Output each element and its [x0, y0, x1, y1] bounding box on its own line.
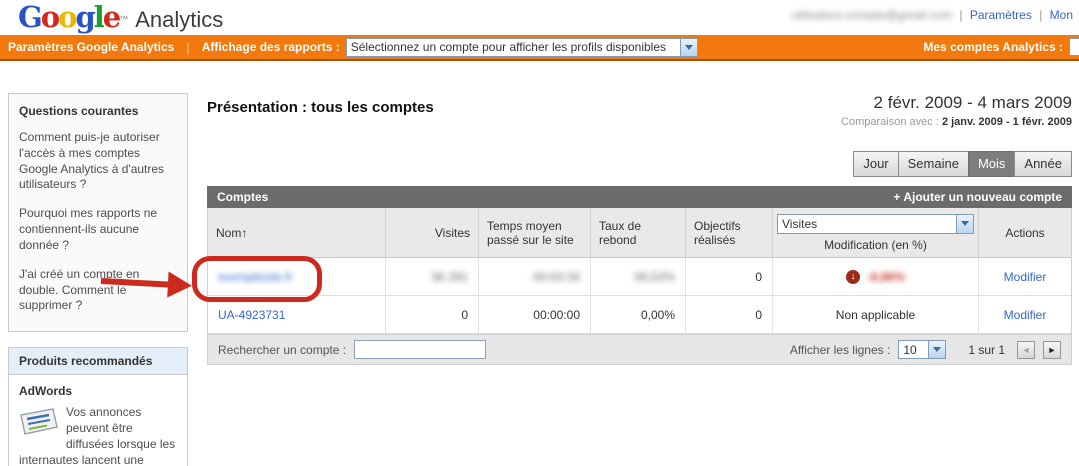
table-title-bar: Comptes + Ajouter un nouveau compte	[207, 186, 1072, 208]
period-toggle: Jour Semaine Mois Année	[207, 151, 1072, 177]
user-email-redacted: utilisateur.compte@gmail.com	[791, 8, 952, 22]
period-button-semaine[interactable]: Semaine	[897, 151, 969, 177]
recommended-products-box: Produits recommandés AdWords Vos annonce…	[8, 347, 188, 466]
column-header-avg-time[interactable]: Temps moyen passé sur le site	[479, 208, 591, 258]
accounts-table: Comptes + Ajouter un nouveau compte Nom ↑…	[207, 186, 1072, 365]
arrow-right-icon: ►	[1047, 344, 1057, 355]
comparison-label: Comparaison avec :	[841, 116, 939, 128]
separator: |	[1039, 8, 1043, 22]
search-account-label: Rechercher un compte :	[218, 342, 347, 357]
period-button-jour[interactable]: Jour	[853, 151, 899, 177]
rows-per-page-select[interactable]: 10	[898, 340, 947, 359]
date-range[interactable]: 2 févr. 2009 - 4 mars 2009	[873, 93, 1072, 112]
logo-letter: l	[93, 0, 105, 34]
accounts-select-partial[interactable]	[1069, 38, 1079, 56]
adwords-description: Vos annonces peuvent être diffusées lors…	[19, 405, 176, 466]
chevron-down-icon[interactable]	[928, 341, 946, 358]
comparison-range: 2 janv. 2009 - 1 févr. 2009	[941, 116, 1072, 128]
column-header-change: Visites Modification (en %)	[773, 208, 979, 258]
column-header-bounce[interactable]: Taux de rebond	[591, 208, 686, 258]
add-account-link[interactable]: + Ajouter un nouveau compte	[893, 190, 1062, 204]
products-title: Produits recommandés	[9, 348, 187, 376]
account-name-cell: UA-4923731	[208, 296, 386, 334]
faq-title: Questions courantes	[19, 104, 139, 118]
table-row: UA-4923731 0 00:00:00 0,00% 0 Non applic…	[208, 296, 1071, 334]
actions-cell: Modifier	[979, 296, 1071, 334]
faq-question[interactable]: J'ai créé un compte en double. Comment l…	[19, 266, 140, 313]
change-cell: Non applicable	[773, 296, 979, 334]
main-content: Présentation : tous les comptes 2 févr. …	[207, 93, 1072, 365]
avg-time-cell: 00:03:34	[479, 258, 591, 296]
column-header-actions: Actions	[979, 208, 1071, 258]
product-name: Analytics	[135, 7, 224, 32]
account-select-value: Sélectionnez un compte pour afficher les…	[350, 40, 667, 54]
google-analytics-logo: Google™ Analytics	[18, 0, 223, 34]
my-account-link[interactable]: Mon	[1049, 8, 1073, 22]
table-footer: Rechercher un compte : Afficher les lign…	[208, 334, 1071, 364]
bounce-cell: 56,53%	[591, 258, 686, 296]
search-account-input[interactable]	[354, 340, 487, 359]
edit-link[interactable]: Modifier	[1003, 269, 1047, 284]
logo-letter: G	[18, 0, 43, 34]
change-down-icon: ↓	[845, 269, 860, 284]
orange-navbar: Paramètres Google Analytics | Affichage …	[0, 35, 1079, 61]
actions-cell: Modifier	[979, 258, 1071, 296]
change-label: Modification (en %)	[824, 237, 927, 252]
rows-per-page-value: 10	[903, 342, 917, 357]
arrow-left-icon: ◄	[1021, 344, 1031, 355]
next-page-button[interactable]: ►	[1043, 340, 1061, 359]
edit-link[interactable]: Modifier	[1003, 307, 1047, 322]
goals-cell: 0	[686, 258, 773, 296]
table-header-row: Nom ↑ Visites Temps moyen passé sur le si…	[208, 208, 1071, 258]
account-select[interactable]: Sélectionnez un compte pour afficher les…	[345, 37, 698, 57]
logo-letter: e	[102, 0, 122, 34]
faq-question[interactable]: Comment puis-je autoriser l'accès à mes …	[19, 130, 165, 192]
faq-question[interactable]: Pourquoi mes rapports ne contiennent-ils…	[19, 206, 158, 252]
adwords-icon	[20, 408, 58, 436]
page-title: Présentation : tous les comptes	[207, 99, 434, 116]
table-row: exemplesite.fr 36 291 00:03:34 56,53% 0 …	[208, 258, 1071, 296]
rows-per-page-label: Afficher les lignes :	[789, 342, 891, 357]
change-cell: ↓ -8,86%	[773, 258, 979, 296]
separator: |	[186, 39, 190, 55]
chevron-down-icon[interactable]	[956, 214, 973, 233]
logo-letter: o	[58, 0, 77, 34]
account-name-link-redacted[interactable]: exemplesite.fr	[218, 269, 293, 284]
avg-time-cell: 00:00:00	[479, 296, 591, 334]
metric-select-value: Visites	[782, 216, 818, 231]
separator: |	[959, 8, 963, 22]
table-title: Comptes	[217, 190, 269, 204]
page-info: 1 sur 1	[968, 342, 1005, 357]
period-button-annee[interactable]: Année	[1014, 151, 1072, 177]
logo-letter: o	[40, 0, 60, 34]
user-bar: utilisateur.compte@gmail.com | Paramètre…	[792, 8, 1073, 22]
chevron-down-icon[interactable]	[679, 38, 697, 56]
account-name-cell: exemplesite.fr	[208, 258, 386, 296]
period-button-mois[interactable]: Mois	[967, 151, 1016, 177]
adwords-title: AdWords	[19, 384, 73, 399]
sidebar: Questions courantes Comment puis-je auto…	[8, 93, 188, 466]
column-header-goals[interactable]: Objectifs réalisés	[686, 208, 773, 258]
my-accounts-label: Mes comptes Analytics :	[923, 40, 1063, 54]
prev-page-button[interactable]: ◄	[1017, 340, 1035, 359]
metric-select[interactable]: Visites	[777, 213, 974, 234]
visits-cell: 36 291	[386, 258, 479, 296]
sort-up-icon: ↑	[241, 225, 248, 240]
top-header: Google™ Analytics utilisateur.compte@gmai…	[0, 0, 1079, 35]
settings-link[interactable]: Paramètres	[969, 8, 1032, 22]
trademark-symbol: ™	[119, 14, 129, 24]
column-header-visits[interactable]: Visites	[386, 208, 479, 258]
bounce-cell: 0,00%	[591, 296, 686, 334]
faq-box: Questions courantes Comment puis-je auto…	[8, 93, 188, 333]
goals-cell: 0	[686, 296, 773, 334]
date-range-block: 2 févr. 2009 - 4 mars 2009 Comparaison a…	[841, 93, 1072, 128]
logo-letter: g	[75, 0, 95, 34]
visits-cell: 0	[386, 296, 479, 334]
column-header-name[interactable]: Nom ↑	[208, 208, 386, 258]
account-name-link[interactable]: UA-4923731	[218, 307, 286, 322]
analytics-settings-link[interactable]: Paramètres Google Analytics	[8, 40, 175, 54]
reports-view-label: Affichage des rapports :	[201, 40, 340, 54]
